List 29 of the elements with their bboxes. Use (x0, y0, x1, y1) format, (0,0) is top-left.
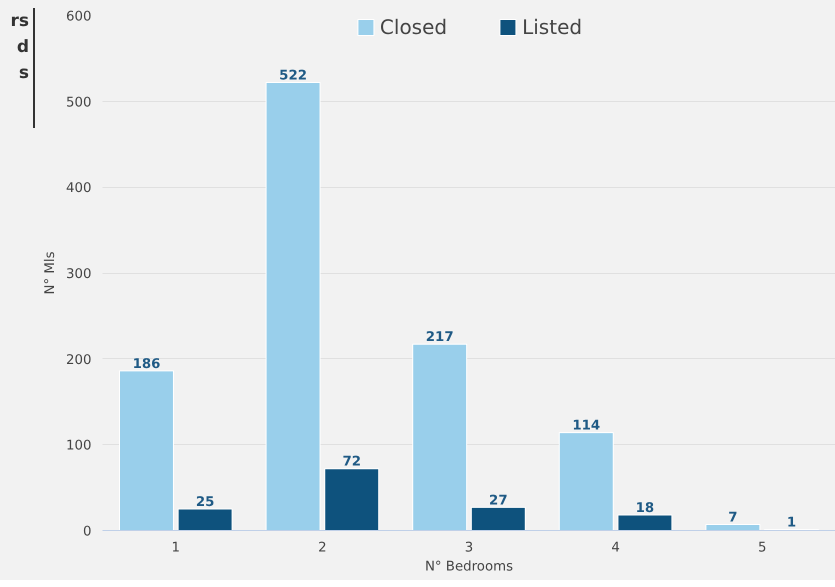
x-tick-label: 3 (464, 540, 474, 556)
x-axis-title: N° Bedrooms (424, 560, 514, 574)
x-tick-label: 1 (172, 540, 180, 556)
y-tick-label: 400 (66, 181, 92, 196)
x-tick-label: 5 (758, 540, 766, 556)
x-tick-label: 4 (611, 540, 620, 556)
y-tick-label: 600 (66, 10, 92, 24)
text: d (16, 37, 29, 57)
data-label: 1 (786, 516, 796, 531)
data-label: 27 (489, 493, 508, 508)
data-label: 217 (426, 330, 454, 346)
y-tick-label: 500 (66, 95, 92, 110)
y-tick-label: 100 (66, 438, 92, 454)
data-label: 25 (196, 495, 214, 510)
x-tick-label: 2 (318, 540, 327, 556)
data-label: 522 (279, 68, 307, 84)
legend-label: Listed (522, 15, 582, 39)
data-label: 7 (728, 510, 738, 526)
data-label: 114 (572, 418, 600, 434)
text: rs (10, 11, 29, 31)
data-label: 72 (342, 454, 362, 470)
legend-label: Closed (380, 15, 448, 39)
text: s (18, 63, 29, 83)
y-tick-label: 300 (66, 267, 92, 282)
y-tick-label: 200 (66, 352, 92, 368)
y-axis-title: N° Mls (43, 251, 58, 295)
y-tick-label: 0 (83, 524, 92, 540)
data-label: 18 (636, 501, 654, 516)
data-label: 186 (132, 356, 160, 372)
